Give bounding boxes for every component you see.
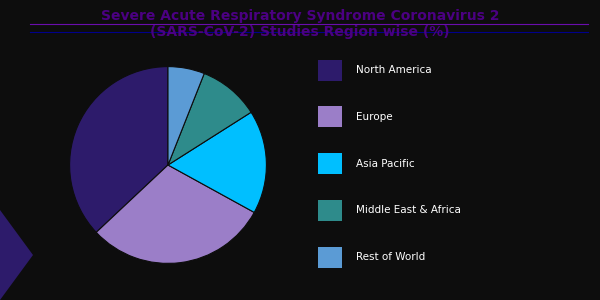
Text: Rest of World: Rest of World <box>356 252 425 262</box>
Polygon shape <box>0 210 33 300</box>
FancyBboxPatch shape <box>317 59 343 81</box>
Text: North America: North America <box>356 65 432 75</box>
Text: Asia Pacific: Asia Pacific <box>356 159 415 169</box>
Wedge shape <box>96 165 254 263</box>
Text: Middle East & Africa: Middle East & Africa <box>356 206 461 215</box>
Wedge shape <box>168 112 266 212</box>
Wedge shape <box>70 67 168 232</box>
Text: Severe Acute Respiratory Syndrome Coronavirus 2
(SARS-CoV-2) Studies Region wise: Severe Acute Respiratory Syndrome Corona… <box>101 9 499 39</box>
Text: Europe: Europe <box>356 112 393 122</box>
Wedge shape <box>168 74 251 165</box>
FancyBboxPatch shape <box>317 247 343 268</box>
Wedge shape <box>168 67 204 165</box>
FancyBboxPatch shape <box>317 200 343 221</box>
FancyBboxPatch shape <box>317 106 343 128</box>
FancyBboxPatch shape <box>317 153 343 174</box>
